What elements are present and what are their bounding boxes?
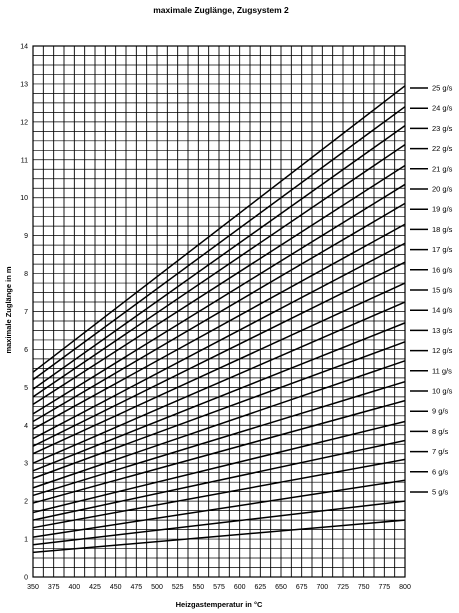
legend-label: 23 g/s bbox=[432, 124, 453, 133]
x-tick-label: 650 bbox=[275, 584, 287, 591]
x-tick-label: 425 bbox=[89, 584, 101, 591]
series-line bbox=[32, 519, 406, 554]
x-tick-label: 375 bbox=[48, 584, 60, 591]
series-line bbox=[32, 202, 406, 423]
legend-label: 17 g/s bbox=[432, 245, 453, 254]
y-tick-label: 1 bbox=[24, 537, 28, 544]
legend-label: 15 g/s bbox=[432, 286, 453, 295]
y-tick-label: 13 bbox=[20, 81, 28, 88]
x-tick-label: 575 bbox=[213, 584, 225, 591]
x-axis-label: Heizgastemperatur in °C bbox=[176, 600, 263, 609]
minor-gridlines bbox=[32, 45, 406, 578]
major-gridlines bbox=[32, 45, 406, 578]
series-line bbox=[32, 301, 406, 464]
legend-label: 11 g/s bbox=[432, 366, 452, 375]
x-tick-label: 475 bbox=[130, 584, 142, 591]
y-tick-label: 3 bbox=[24, 461, 28, 468]
legend-label: 19 g/s bbox=[432, 205, 453, 214]
legend-label: 16 g/s bbox=[432, 265, 453, 274]
legend-label: 21 g/s bbox=[432, 164, 453, 173]
plot-border bbox=[32, 45, 406, 578]
y-tick-label: 14 bbox=[20, 44, 28, 51]
series-line bbox=[32, 125, 406, 390]
y-tick-label: 5 bbox=[24, 385, 28, 392]
legend-label: 22 g/s bbox=[432, 144, 453, 153]
axis-tick-labels: 350 375 400 425 450 475 500 525 550 575 600 625 650 6… bbox=[20, 44, 411, 592]
series-line bbox=[32, 360, 406, 489]
y-tick-label: 9 bbox=[24, 233, 28, 240]
y-tick-label: 12 bbox=[20, 119, 28, 126]
x-tick-label: 675 bbox=[296, 584, 308, 591]
series-line bbox=[32, 420, 406, 514]
series-line bbox=[32, 341, 406, 480]
series-line bbox=[32, 85, 406, 373]
x-tick-label: 400 bbox=[68, 584, 80, 591]
y-tick-label: 10 bbox=[20, 195, 28, 202]
series-line bbox=[32, 399, 406, 504]
y-tick-label: 8 bbox=[24, 271, 28, 278]
legend-label: 12 g/s bbox=[432, 346, 453, 355]
y-tick-label: 4 bbox=[24, 423, 28, 430]
series-line bbox=[32, 242, 406, 440]
series-line bbox=[32, 439, 406, 521]
series-line bbox=[32, 183, 406, 415]
x-tick-label: 750 bbox=[358, 584, 370, 591]
series-line bbox=[32, 500, 406, 546]
y-axis-label: maximale Zuglänge in m bbox=[4, 266, 13, 353]
x-tick-label: 775 bbox=[378, 584, 390, 591]
legend-label: 13 g/s bbox=[432, 326, 453, 335]
series-line bbox=[32, 282, 406, 455]
legend-label: 6 g/s bbox=[432, 467, 449, 476]
x-tick-label: 350 bbox=[27, 584, 39, 591]
x-tick-label: 550 bbox=[192, 584, 204, 591]
series-line bbox=[32, 458, 406, 529]
x-tick-label: 625 bbox=[254, 584, 266, 591]
x-tick-label: 800 bbox=[399, 584, 411, 591]
legend: 25 g/s 24 g/s 23 g/s 22 g/s 21 g/s 20 g/s 19 g… bbox=[410, 84, 453, 497]
y-tick-label: 6 bbox=[24, 347, 28, 354]
series-lines bbox=[32, 85, 406, 554]
y-tick-label: 11 bbox=[21, 157, 28, 164]
series-line bbox=[32, 106, 406, 381]
x-tick-label: 450 bbox=[110, 584, 122, 591]
y-tick-label: 7 bbox=[24, 309, 28, 316]
series-line bbox=[32, 261, 406, 447]
x-tick-label: 700 bbox=[316, 584, 328, 591]
x-tick-label: 725 bbox=[337, 584, 349, 591]
legend-label: 9 g/s bbox=[432, 407, 449, 416]
x-tick-label: 500 bbox=[151, 584, 163, 591]
series-line bbox=[32, 322, 406, 472]
x-tick-label: 600 bbox=[234, 584, 246, 591]
legend-label: 10 g/s bbox=[432, 387, 453, 396]
series-line bbox=[32, 380, 406, 497]
legend-label: 7 g/s bbox=[432, 447, 449, 456]
y-tick-label: 0 bbox=[24, 575, 28, 582]
series-line bbox=[32, 143, 406, 398]
series-line bbox=[32, 164, 406, 406]
legend-label: 20 g/s bbox=[432, 185, 453, 194]
series-line bbox=[32, 223, 406, 430]
legend-label: 25 g/s bbox=[432, 84, 453, 93]
series-line bbox=[32, 479, 406, 538]
legend-label: 18 g/s bbox=[432, 225, 453, 234]
legend-label: 8 g/s bbox=[432, 427, 449, 436]
chart-title: maximale Zuglänge, Zugsystem 2 bbox=[153, 5, 289, 15]
legend-label: 5 g/s bbox=[432, 488, 449, 497]
x-tick-label: 525 bbox=[172, 584, 184, 591]
legend-label: 14 g/s bbox=[432, 306, 453, 315]
y-tick-label: 2 bbox=[24, 499, 28, 506]
legend-label: 24 g/s bbox=[432, 104, 453, 113]
